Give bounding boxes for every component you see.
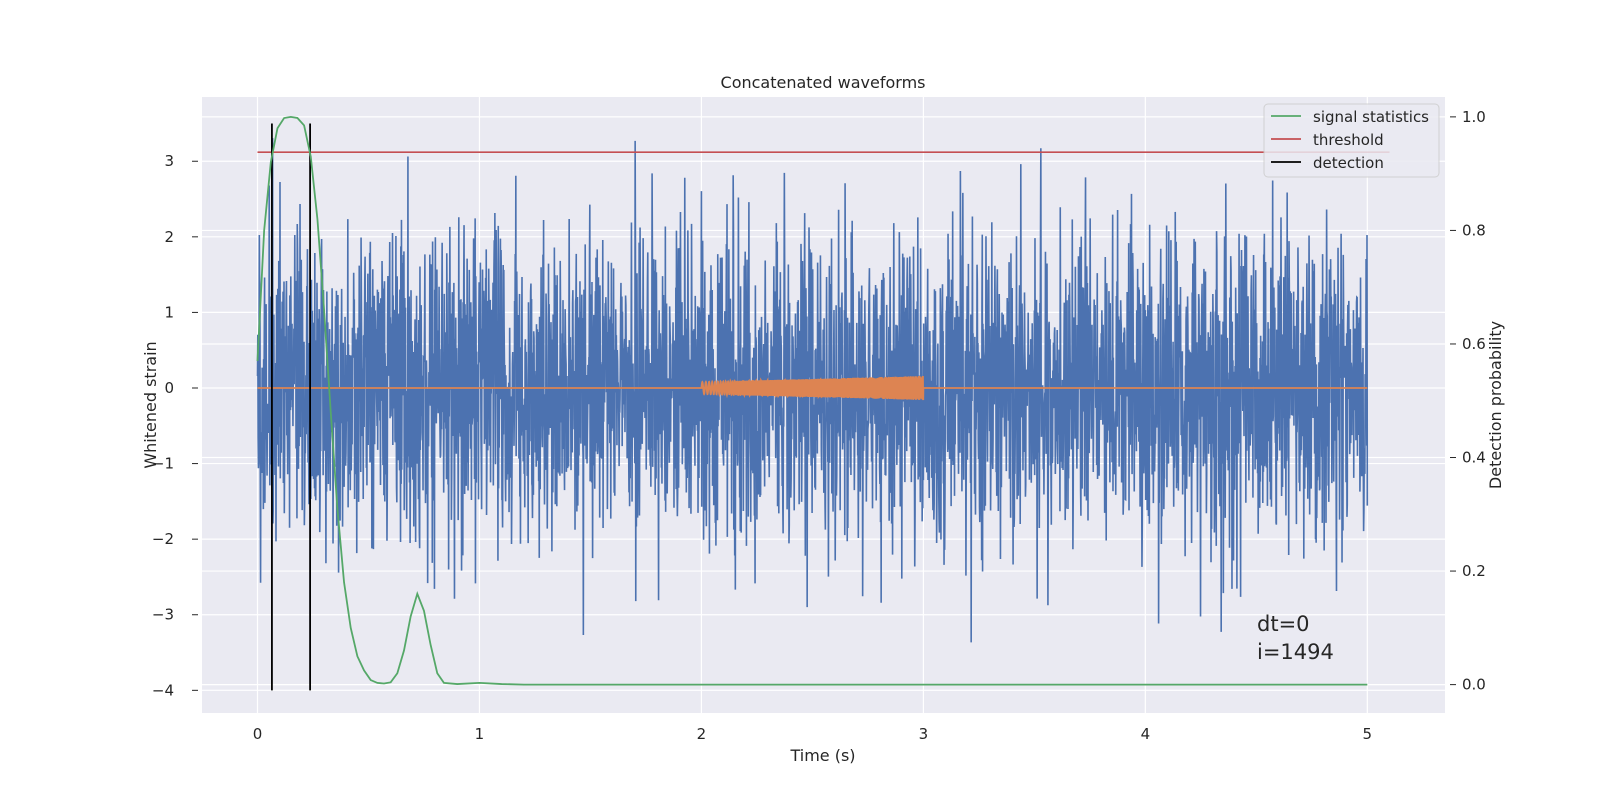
right-y-tick-label: 0.6 <box>1462 335 1486 353</box>
left-y-tick-label: −2 <box>152 530 174 548</box>
injected-signal-trace <box>700 375 925 401</box>
left-y-ticks: −4 −3 −2 −1 0 1 2 3 <box>152 152 198 699</box>
right-y-tick-label: 0.0 <box>1462 676 1486 694</box>
x-tick-label: 0 <box>253 725 263 743</box>
left-y-tick-label: 0 <box>164 379 174 397</box>
x-ticks: 0 1 2 3 4 5 <box>253 725 1372 743</box>
legend-label-threshold: threshold <box>1313 131 1384 149</box>
legend-box <box>1263 103 1440 178</box>
right-y-tick-label: 0.4 <box>1462 449 1486 467</box>
chart-title: Concatenated waveforms <box>721 73 926 92</box>
x-tick-label: 5 <box>1363 725 1373 743</box>
right-y-tick-label: 0.2 <box>1462 562 1486 580</box>
left-y-axis-label: Whitened strain <box>141 341 160 468</box>
right-y-ticks: 0.0 0.2 0.4 0.6 0.8 1.0 <box>1450 108 1486 694</box>
left-y-tick-label: 3 <box>164 152 174 170</box>
left-y-tick-label: 1 <box>164 303 174 321</box>
annotation-index: i=1494 <box>1257 640 1334 664</box>
legend: signal statistics threshold detection <box>1263 103 1440 178</box>
signal-statistics-line <box>256 115 1368 686</box>
x-axis-label: Time (s) <box>789 746 855 765</box>
detection-lines <box>271 123 311 691</box>
left-y-tick-label: −3 <box>152 606 174 624</box>
annotation-dt: dt=0 <box>1257 612 1310 636</box>
strain-trace <box>256 138 1369 643</box>
x-tick-label: 3 <box>919 725 929 743</box>
x-tick-label: 2 <box>697 725 707 743</box>
left-y-tick-label: −4 <box>152 681 174 699</box>
legend-label-signal-statistics: signal statistics <box>1313 108 1429 126</box>
x-tick-label: 1 <box>475 725 485 743</box>
x-tick-label: 4 <box>1141 725 1151 743</box>
right-y-tick-label: 1.0 <box>1462 108 1486 126</box>
legend-label-detection: detection <box>1313 154 1384 172</box>
left-y-tick-label: 2 <box>164 228 174 246</box>
right-y-axis-label: Detection probability <box>1486 321 1505 489</box>
left-y-tick-label: −1 <box>152 455 174 473</box>
right-y-tick-label: 0.8 <box>1462 221 1486 239</box>
